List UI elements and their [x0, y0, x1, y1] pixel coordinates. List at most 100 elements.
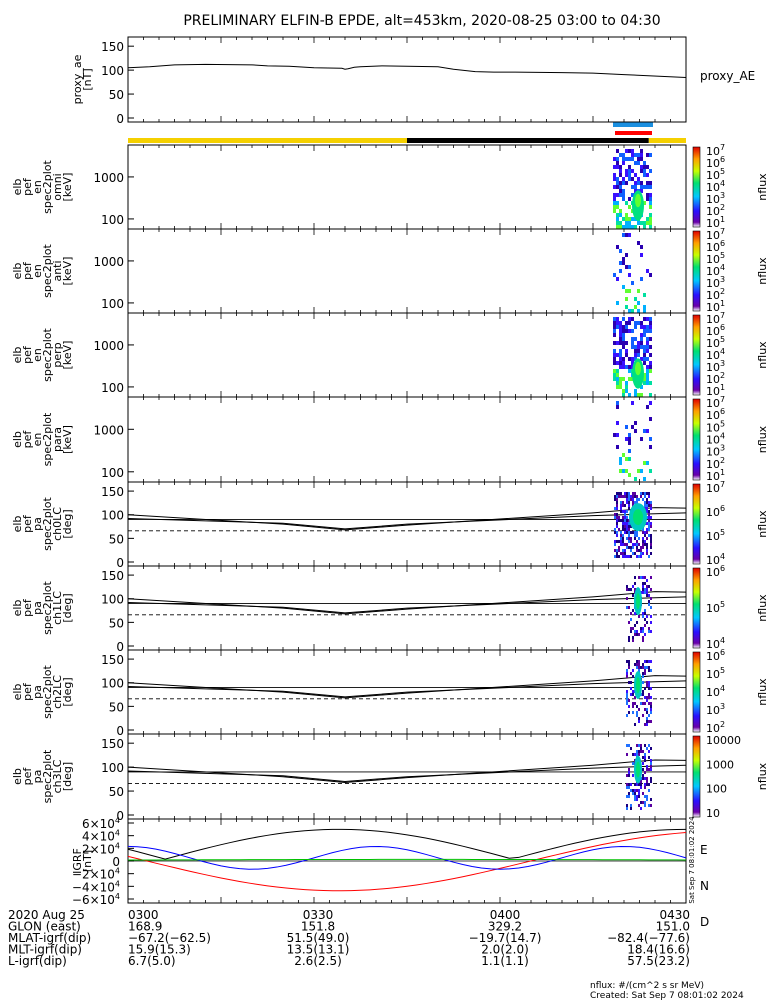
spectrogram-cell — [646, 373, 649, 377]
spectrogram-cell — [650, 720, 652, 723]
spectrogram-cell — [631, 169, 634, 173]
spectrogram-cell — [646, 365, 649, 369]
spectrogram-cell — [632, 585, 634, 588]
spectrogram-cell — [646, 579, 648, 582]
spectrogram-cell — [646, 723, 648, 726]
spectrogram-cell — [644, 531, 646, 534]
spectrogram-cell — [626, 546, 628, 549]
y-tick-label: 100 — [101, 677, 124, 691]
spectrogram-cell — [650, 759, 652, 762]
spectrogram-cell — [628, 501, 630, 504]
spectrogram-cell — [616, 498, 618, 501]
spectrogram-cell — [622, 534, 624, 537]
colorbar-label: nflux — [756, 341, 769, 369]
spectrogram-cell — [648, 519, 650, 522]
spectrogram-cell — [628, 786, 630, 789]
y-tick-label: 6×104 — [82, 816, 120, 831]
spectrogram-cell — [648, 501, 650, 504]
spectrogram-cell — [626, 669, 628, 672]
spectrogram-cell — [619, 209, 622, 213]
y-axis-label: ch2LC — [51, 675, 64, 709]
spectrogram-cell — [628, 273, 631, 277]
spectrogram-cell — [628, 433, 631, 437]
spectrogram-cell — [634, 789, 636, 792]
spectrogram-cell — [631, 217, 634, 221]
ephemeris-value: 15.9(15.3) — [128, 943, 191, 957]
spectrogram-cell — [631, 361, 634, 365]
spectrogram-cell — [626, 675, 628, 678]
spectrogram-cell — [628, 473, 631, 477]
spectrogram-cell — [632, 690, 634, 693]
spectrogram-cell — [646, 429, 649, 433]
spectrogram-cell — [644, 669, 646, 672]
spectrogram-cell — [644, 795, 646, 798]
spectrogram-cell — [643, 293, 646, 297]
spectrogram-cell — [636, 543, 638, 546]
spectrogram-cell — [646, 522, 648, 525]
spectrogram-cell — [630, 618, 632, 621]
spectrogram-cell — [616, 549, 618, 552]
spectrogram-cell — [634, 723, 636, 726]
spectrogram-cell — [642, 615, 644, 618]
spectrogram-cell — [622, 537, 624, 540]
y-axis-label: pef — [21, 430, 34, 449]
spectrogram-cell — [625, 349, 628, 353]
spectrogram-cell — [616, 341, 619, 345]
spectrogram-cell — [619, 381, 622, 385]
spectrogram-cell — [632, 792, 634, 795]
spectrogram-cell — [619, 461, 622, 465]
spectrogram-cell — [646, 543, 648, 546]
y-tick-label: 100 — [101, 761, 124, 775]
spectrogram-cell — [618, 555, 620, 558]
spectrogram-cell — [620, 507, 622, 510]
spectrogram-cell — [625, 157, 628, 161]
spectrogram-cell — [637, 153, 640, 157]
spectrogram-cell — [626, 693, 628, 696]
spectrogram-cell — [628, 321, 631, 325]
spectrogram-cell — [628, 437, 631, 441]
spectrogram-cell — [648, 744, 650, 747]
daylight-bar — [128, 138, 407, 143]
spectrogram-cell — [620, 552, 622, 555]
spectrogram-cell — [626, 660, 628, 663]
spectrogram-cell — [613, 197, 616, 201]
spectrogram-cell — [648, 492, 650, 495]
spectrogram-cell — [638, 498, 640, 501]
spectrogram-cell — [644, 534, 646, 537]
colorbar — [692, 735, 701, 818]
spectrogram-cell — [625, 201, 628, 205]
spectrogram-cell — [626, 555, 628, 558]
spectrogram-cell — [646, 615, 648, 618]
y-axis-label: pef — [21, 682, 34, 701]
spectrogram-cell — [642, 498, 644, 501]
y-tick-label: 4×104 — [82, 829, 120, 844]
spectrogram-cell — [642, 714, 644, 717]
spectrogram-cell — [648, 714, 650, 717]
spectrogram-cell — [628, 525, 630, 528]
spectrogram-cell — [626, 543, 628, 546]
spectrogram-cell — [634, 783, 636, 786]
y-tick-label: 150 — [101, 653, 124, 667]
spectrogram-cell — [618, 516, 620, 519]
y-tick-label: −4×104 — [72, 879, 120, 894]
legend-d: D — [700, 915, 709, 929]
spectrogram-cell — [616, 205, 619, 209]
spectrogram-cell — [642, 666, 644, 669]
spectrogram-cell — [644, 771, 646, 774]
y-axis-label: en — [31, 433, 44, 447]
spectrogram-cell — [648, 669, 650, 672]
spectrogram-cell — [634, 389, 637, 393]
ephemeris-value: 0330 — [303, 908, 334, 922]
spectrogram-cell — [648, 630, 650, 633]
spectrogram-cell — [616, 165, 619, 169]
ephemeris-value: 168.9 — [128, 920, 162, 934]
y-tick-label: 100 — [101, 466, 124, 480]
spectrogram-cell — [646, 325, 649, 329]
spectrogram-cell — [638, 792, 640, 795]
spectrogram-cell — [640, 357, 643, 361]
flux-core — [636, 677, 640, 694]
spectrogram-cell — [628, 555, 630, 558]
spectrogram-cell — [626, 528, 628, 531]
y-tick-label: 150 — [101, 40, 124, 54]
